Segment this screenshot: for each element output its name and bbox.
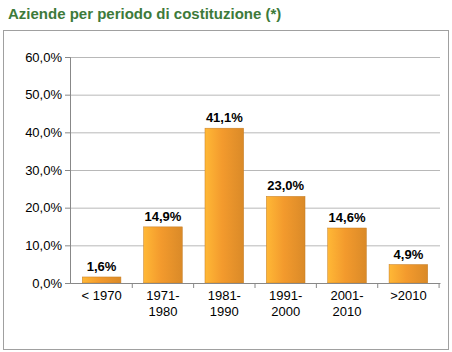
data-label: 23,0% [267,178,304,193]
grid-line [70,245,440,246]
x-axis: < 1970 1971-1980 1981-1990 1991-2000 2001-20… [71,283,441,319]
y-tick-mark [65,95,70,96]
y-tick: 0,0% [32,276,70,291]
data-label: 14,6% [329,210,366,225]
bar [205,128,244,283]
grid-line [70,132,440,133]
chart-frame [4,31,449,350]
x-tick-mark [377,283,378,288]
bar [266,196,305,283]
bars [82,128,427,283]
x-tick: < 1970 [82,283,133,303]
y-tick: 20,0% [25,200,70,215]
y-tick-label: 20,0% [25,200,62,215]
y-tick-mark [65,208,70,209]
y-tick-label: 30,0% [25,163,62,178]
y-tick: 10,0% [25,238,70,253]
data-labels: 1,6% 14,9% 41,1% 23,0% 14,6% 4,9% [87,110,424,274]
y-tick: 60,0% [25,50,70,65]
x-tick-label: >2010 [390,288,427,303]
y-tick-label: 0,0% [32,276,62,291]
plot: 0,0% 10,0% 20,0% 30,0% 40,0% 50,0% 60,0% < 1970… [25,50,440,320]
data-label: 4,9% [394,247,424,262]
x-tick: 1971-1980 [146,283,193,319]
title: Aziende per periodo di costituzione (*) [8,5,281,22]
grid-line [70,57,440,58]
bar [144,227,183,283]
x-tick-mark [193,283,194,288]
y-tick: 50,0% [25,87,70,102]
y-tick: 30,0% [25,163,70,178]
bar [328,228,367,283]
x-tick: 1991-2000 [269,283,316,319]
x-tick-label: 1971-1980 [146,288,179,319]
x-tick-mark [132,283,133,288]
y-tick-label: 50,0% [25,87,62,102]
x-tick-label: < 1970 [82,288,122,303]
y-tick-mark [65,57,70,58]
chart: Aziende per periodo di costituzione (*) 0… [0,0,452,352]
y-tick-mark [65,132,70,133]
y-tick-label: 10,0% [25,238,62,253]
bar [389,265,428,283]
data-label: 41,1% [206,110,243,125]
y-axis: 0,0% 10,0% 20,0% 30,0% 40,0% 50,0% 60,0% [25,50,70,291]
grid-line [70,95,440,96]
bar [82,277,121,283]
y-tick-mark [65,283,70,284]
y-tick-mark [65,170,70,171]
y-tick-label: 60,0% [25,50,62,65]
x-tick-label: 1981-1990 [208,288,241,319]
grid [70,58,440,284]
grid-line [70,170,440,171]
x-tick-label: 1991-2000 [269,288,302,319]
y-tick-label: 40,0% [25,125,62,140]
y-tick: 40,0% [25,125,70,140]
x-tick-mark [316,283,317,288]
x-tick-mark [439,283,440,288]
grid-line [70,208,440,209]
x-tick-mark [255,283,256,288]
data-label: 14,9% [145,209,182,224]
data-label: 1,6% [87,259,117,274]
x-tick: 1981-1990 [208,283,255,319]
y-axis-line [65,58,71,284]
y-tick-mark [65,245,70,246]
x-tick: >2010 [390,283,439,303]
x-tick-label: 2001-2010 [330,288,363,319]
x-tick: 2001-2010 [330,283,377,319]
